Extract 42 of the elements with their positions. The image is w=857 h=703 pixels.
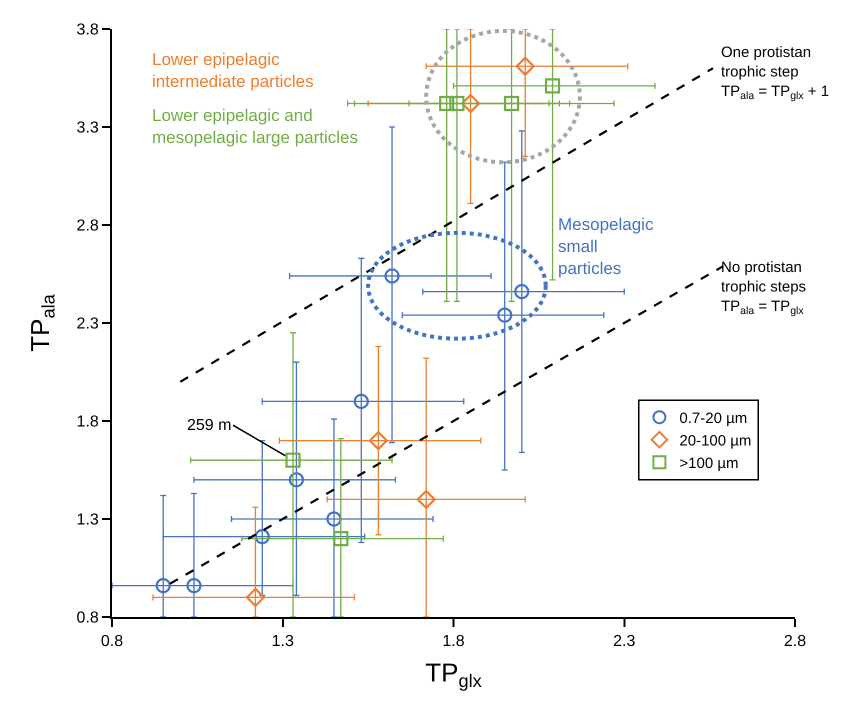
legend-label: 20-100 µm bbox=[679, 432, 752, 450]
point bbox=[368, 431, 388, 450]
y-tick-label: 0.8 bbox=[76, 610, 99, 627]
point bbox=[416, 490, 436, 509]
point bbox=[285, 452, 301, 468]
x-tick-label: 0.8 bbox=[100, 633, 124, 650]
x-axis-title: TP$_{glx}$ bbox=[425, 657, 482, 691]
y-tick-label: 2.8 bbox=[76, 218, 99, 235]
y-tick-label: 1.8 bbox=[76, 414, 99, 431]
x-tick-label: 2.8 bbox=[784, 633, 806, 650]
point bbox=[504, 96, 520, 112]
annotation: One protistan trophic step TP$_{ala}$ = TP$_{glx}$ + 1 bbox=[721, 44, 830, 102]
point bbox=[254, 529, 270, 544]
y-tick-label: 2.3 bbox=[76, 316, 99, 333]
x-tick-label: 2.3 bbox=[613, 633, 636, 650]
y-tick-label: 3.8 bbox=[76, 22, 99, 39]
y-tick-label: 3.3 bbox=[76, 120, 99, 137]
legend-label: >100 µm bbox=[679, 455, 739, 472]
point bbox=[156, 578, 171, 594]
point bbox=[288, 472, 304, 488]
point bbox=[246, 588, 265, 607]
annotation: Lower epipelagic intermediate particles bbox=[152, 50, 314, 92]
x-tick-label: 1.3 bbox=[272, 633, 294, 650]
point bbox=[449, 96, 465, 112]
annotation: Lower epipelagic and mesopelagic large particles bbox=[152, 106, 358, 148]
annotation: No protistan trophic steps TP$_{ala}$ = TP$_{glx}$ bbox=[721, 259, 806, 318]
point bbox=[384, 268, 400, 284]
point bbox=[333, 531, 348, 546]
legend-label: 0.7-20 µm bbox=[679, 410, 748, 428]
y-tick-label: 1.3 bbox=[76, 512, 99, 529]
point bbox=[354, 394, 369, 409]
point bbox=[544, 78, 560, 94]
annotation: Mesopelagic small particles bbox=[558, 215, 654, 278]
point bbox=[186, 578, 202, 594]
point bbox=[497, 308, 512, 323]
point bbox=[514, 284, 530, 300]
point bbox=[326, 511, 342, 527]
annotation: 259 m bbox=[187, 417, 232, 434]
point bbox=[516, 56, 535, 76]
x-tick-label: 1.8 bbox=[442, 633, 465, 650]
point bbox=[461, 94, 480, 114]
point bbox=[439, 96, 454, 112]
